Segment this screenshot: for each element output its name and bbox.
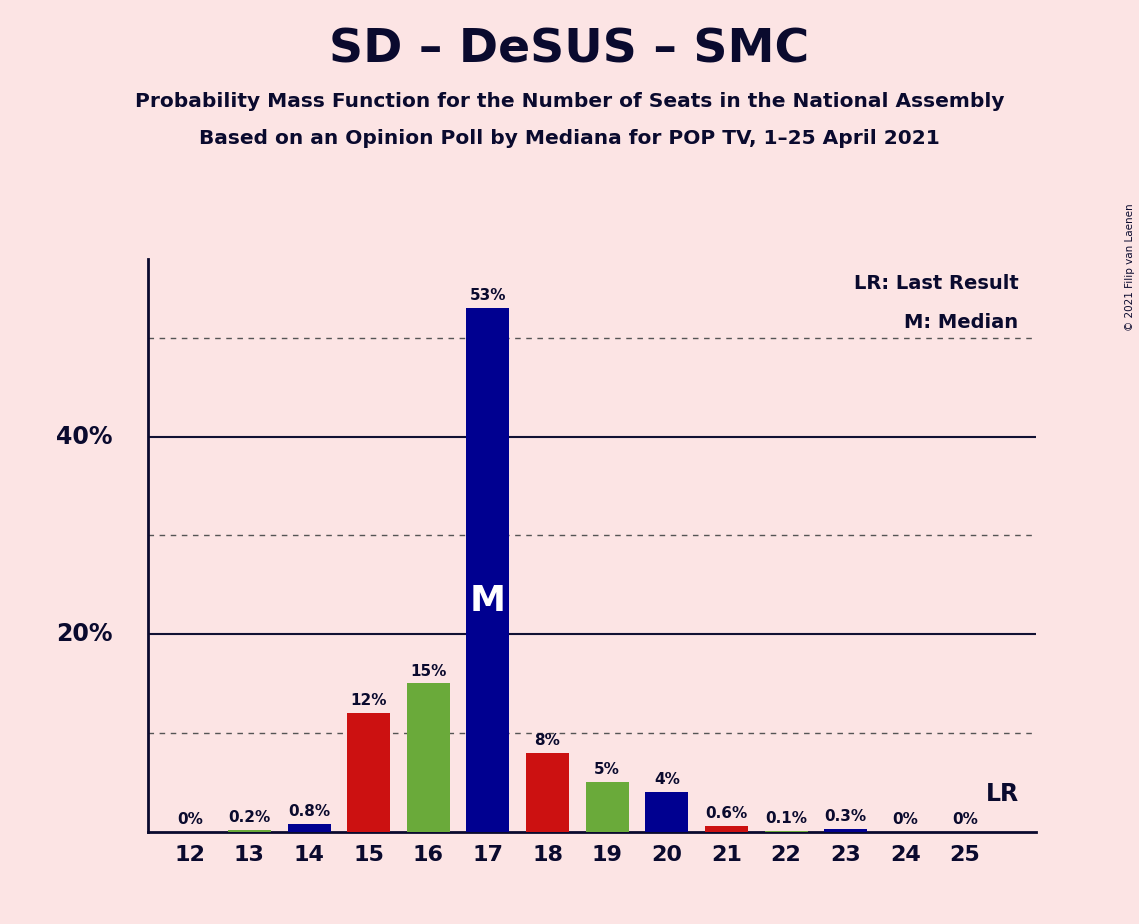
Text: 0.8%: 0.8% <box>288 804 330 819</box>
Text: © 2021 Filip van Laenen: © 2021 Filip van Laenen <box>1125 203 1134 331</box>
Bar <box>287 823 330 832</box>
Bar <box>347 713 391 832</box>
Text: 0%: 0% <box>952 811 978 827</box>
Bar <box>646 792 688 832</box>
Text: 0.1%: 0.1% <box>765 810 808 826</box>
Bar <box>705 826 748 832</box>
Text: 0.6%: 0.6% <box>705 806 747 821</box>
Text: M: M <box>470 584 506 618</box>
Text: M: Median: M: Median <box>904 313 1018 332</box>
Text: 53%: 53% <box>469 288 506 303</box>
Bar <box>526 752 570 832</box>
Text: 5%: 5% <box>595 762 620 777</box>
Text: 0%: 0% <box>177 811 203 827</box>
Text: 0.2%: 0.2% <box>228 809 271 825</box>
Text: 8%: 8% <box>534 733 560 748</box>
Text: LR: LR <box>985 782 1018 806</box>
Text: 0%: 0% <box>892 811 918 827</box>
Bar <box>407 684 450 832</box>
Text: 12%: 12% <box>351 693 387 708</box>
Text: SD – DeSUS – SMC: SD – DeSUS – SMC <box>329 28 810 73</box>
Text: LR: Last Result: LR: Last Result <box>854 274 1018 293</box>
Text: 15%: 15% <box>410 663 446 678</box>
Text: Probability Mass Function for the Number of Seats in the National Assembly: Probability Mass Function for the Number… <box>134 92 1005 112</box>
Text: Based on an Opinion Poll by Mediana for POP TV, 1–25 April 2021: Based on an Opinion Poll by Mediana for … <box>199 129 940 149</box>
Text: 0.3%: 0.3% <box>825 808 867 823</box>
Bar <box>228 830 271 832</box>
Text: 4%: 4% <box>654 772 680 787</box>
Text: 40%: 40% <box>56 424 113 448</box>
Bar <box>467 308 509 832</box>
Text: 20%: 20% <box>56 622 113 646</box>
Bar <box>825 829 867 832</box>
Bar <box>764 831 808 832</box>
Bar <box>585 783 629 832</box>
